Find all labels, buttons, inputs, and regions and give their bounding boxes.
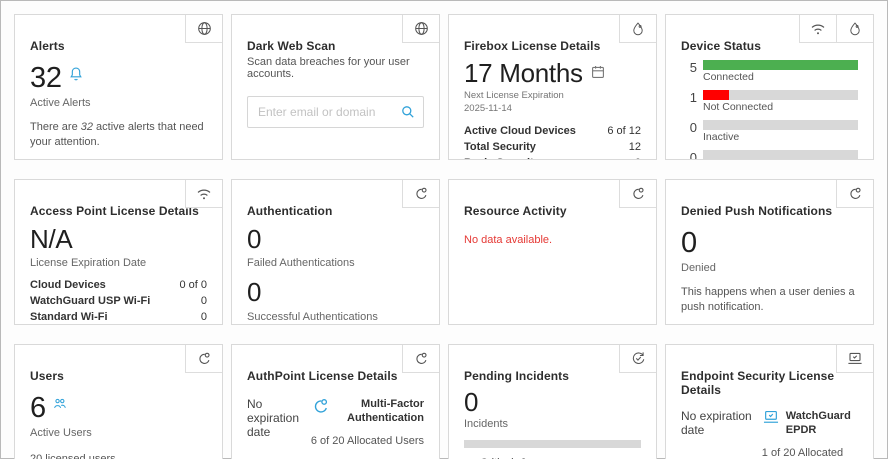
firebox-icon: [836, 15, 873, 43]
status-bar-never-connected: 0 Never Connected: [681, 150, 858, 159]
active-alerts-count: 32: [30, 62, 62, 94]
card-users: Users 6 Active Users 20 licensed users.1…: [14, 344, 223, 459]
dark-web-search-input[interactable]: [247, 96, 424, 128]
card-title: AuthPoint License Details: [247, 369, 398, 383]
mfa-user-icon: [312, 397, 330, 420]
epdr-product-block: WatchGuard EPDR 1 of 20 Allocated Endpoi…: [762, 409, 858, 459]
endpoint-expiration: No expiration date: [681, 409, 752, 437]
users-icon: [53, 397, 67, 415]
table-row: Cloud Devices 0 of 0: [30, 279, 207, 292]
card-device-status: Device Status 5 Connected 1 Not Connecte…: [665, 14, 874, 160]
table-row: WatchGuard USP Wi-Fi 0: [30, 295, 207, 308]
epdr-allocation: 1 of 20 Allocated Endpoints: [761, 446, 844, 459]
status-bar-connected: 5 Connected: [681, 60, 858, 83]
card-title: Access Point License Details: [30, 204, 199, 218]
card-firebox-license: Firebox License Details 17 Months Next L…: [448, 14, 657, 160]
card-pending-incidents: Pending Incidents 0 Incidents Critical0 …: [448, 344, 657, 459]
authpoint-icon: [619, 180, 656, 208]
denied-label: Denied: [681, 262, 716, 275]
card-dark-web-scan: Dark Web Scan Scan data breaches for you…: [231, 14, 440, 160]
card-access-point-license: Access Point License Details N/A License…: [14, 179, 223, 325]
card-title: Authentication: [247, 204, 333, 218]
incidents-severity-bar: [464, 440, 641, 449]
card-authpoint-license: AuthPoint License Details No expiration …: [231, 344, 440, 459]
failed-authentications-stat: 0 Failed Authentications: [247, 224, 355, 270]
globe-icon: [185, 15, 222, 43]
table-row: Total Security 12: [464, 140, 641, 153]
card-title: Users: [30, 369, 64, 383]
incidents-label: Incidents: [464, 418, 509, 431]
authpoint-icon: [402, 345, 439, 373]
incidents-sync-icon: [619, 345, 656, 373]
laptop-icon: [836, 345, 873, 373]
search-icon[interactable]: [400, 104, 416, 120]
calendar-icon: [590, 64, 606, 85]
active-alerts-label: Active Alerts: [30, 97, 91, 110]
epdr-laptop-icon: [762, 409, 780, 430]
mfa-allocation: 6 of 20 Allocated Users: [310, 434, 424, 447]
firebox-icon: [619, 15, 656, 43]
globe-icon: [402, 15, 439, 43]
table-row: Active Cloud Devices 6 of 12: [464, 124, 641, 137]
card-endpoint-security-license: Endpoint Security License Details No exp…: [665, 344, 874, 459]
ap-license-table: Cloud Devices 0 of 0 WatchGuard USP Wi-Fi…: [30, 278, 207, 324]
card-title: Pending Incidents: [464, 369, 570, 383]
card-authentication: Authentication 0 Failed Authentications …: [231, 179, 440, 325]
ap-expiration-label: License Expiration Date: [30, 257, 147, 270]
firebox-license-table: Active Cloud Devices 6 of 12 Total Securi…: [464, 124, 641, 159]
firebox-expiration-label: Next License Expiration 2025-11-14: [464, 90, 564, 114]
card-title: Resource Activity: [464, 204, 567, 218]
authpoint-icon: [185, 345, 222, 373]
card-denied-push: Denied Push Notifications 0 Denied This …: [665, 179, 874, 325]
no-data-message: No data available.: [464, 234, 553, 246]
status-bar-not-connected: 1 Not Connected: [681, 90, 858, 113]
incidents-count: 0: [464, 387, 479, 417]
wifi-icon: [799, 15, 836, 43]
wifi-icon: [185, 180, 222, 208]
alerts-note: There are 32 active alerts that need you…: [30, 121, 204, 149]
table-row: Basic Security0: [464, 156, 641, 159]
firebox-expiration-value: 17 Months: [464, 58, 583, 88]
authpoint-expiration: No expiration date: [247, 397, 300, 439]
device-status-chart: 5 Connected 1 Not Connected 0 Inactive 0…: [681, 60, 858, 159]
denied-count: 0: [681, 227, 697, 259]
card-title: Alerts: [30, 39, 65, 53]
card-title: Device Status: [681, 39, 762, 53]
authpoint-icon: [402, 180, 439, 208]
card-title: Dark Web Scan: [247, 39, 336, 53]
successful-authentications-stat: 0 Successful Authentications: [247, 277, 378, 323]
card-resource-activity: Resource Activity No data available.: [448, 179, 657, 325]
table-row: Standard Wi-Fi 0: [30, 311, 207, 324]
authpoint-icon: [836, 180, 873, 208]
card-title: Firebox License Details: [464, 39, 601, 53]
card-alerts: Alerts 32 Active Alerts There are 32 act…: [14, 14, 223, 160]
bell-icon: [69, 66, 83, 87]
mfa-product-block: Multi-Factor Authentication 6 of 20 Allo…: [310, 397, 424, 447]
user-license-lines: 20 licensed users.14 unused user license…: [30, 452, 207, 459]
status-bar-inactive: 0 Inactive: [681, 120, 858, 143]
ap-expiration-value: N/A: [30, 224, 73, 254]
card-title: Denied Push Notifications: [681, 204, 833, 218]
denied-note: This happens when a user denies a push n…: [681, 286, 855, 314]
active-users-count: 6: [30, 392, 46, 424]
active-users-label: Active Users: [30, 427, 92, 440]
dark-web-subtitle: Scan data breaches for your user account…: [247, 56, 410, 80]
card-title: Endpoint Security License Details: [681, 369, 835, 397]
